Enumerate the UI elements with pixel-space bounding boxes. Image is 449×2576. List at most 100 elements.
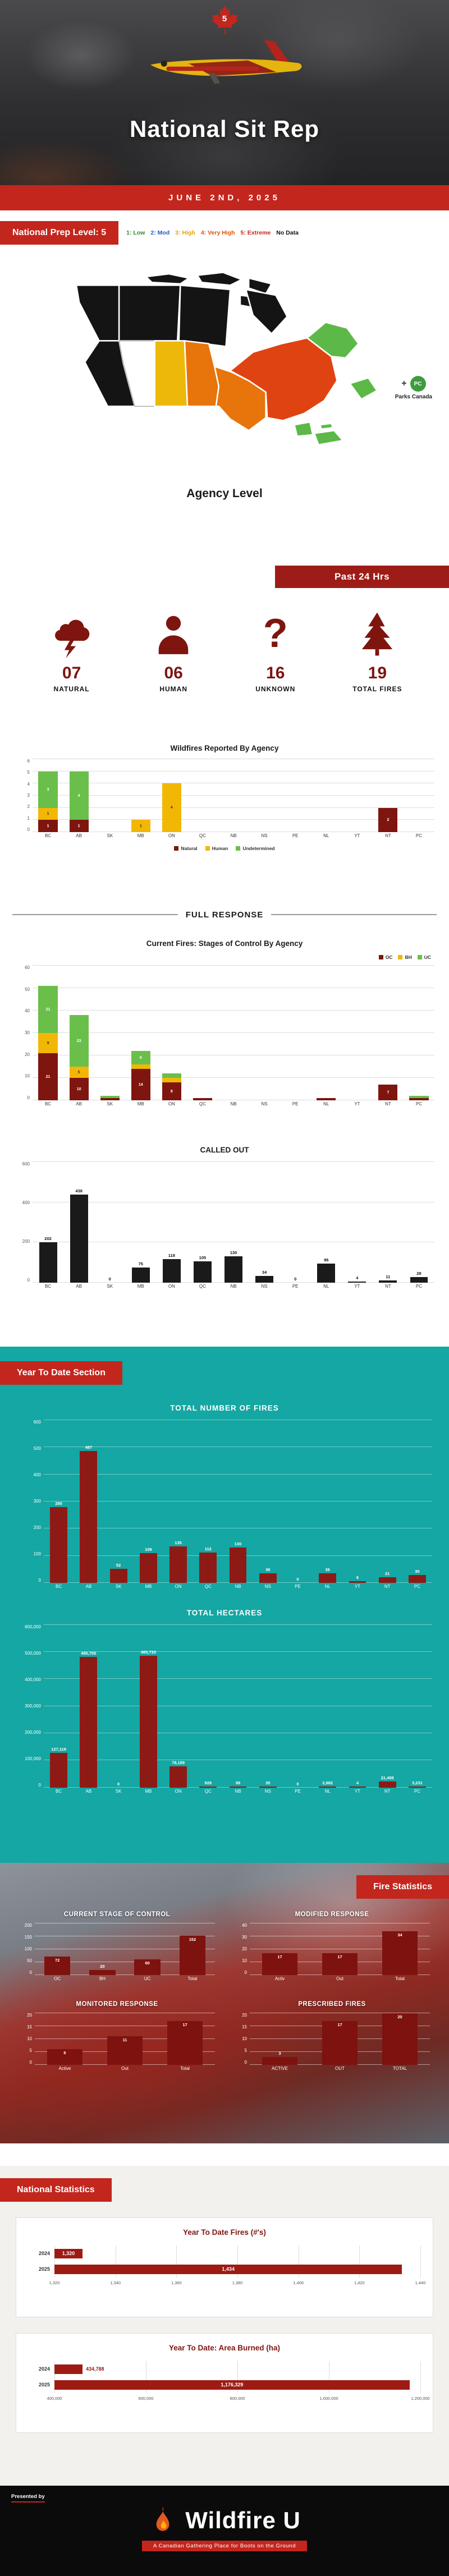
bar-column: 4 [156, 759, 187, 832]
stat-value: 16 [266, 664, 285, 682]
axis-tick: 0 [38, 1578, 41, 1583]
axis-label: NB [230, 833, 237, 838]
bar-segment: 1 [38, 820, 58, 832]
axis-label: QC [199, 1101, 206, 1106]
stages-of-control-chart: 60 50 40 30 20 10 0 21 9 21 23 5 10 6 14 8 7 BC AB SK MB ON QC… [15, 954, 434, 1107]
bar-column [280, 966, 311, 1100]
bar-value-label: 17 [277, 1954, 282, 1959]
chart-legend: OC BH UC [378, 954, 431, 960]
axis-tick: 0 [38, 1782, 41, 1788]
parks-canada-marker: + PC Parks Canada [395, 376, 432, 400]
axis-tick: 100 [33, 1551, 41, 1556]
bar-column: 0 [280, 1162, 311, 1283]
bar-columns: 21 9 21 23 5 10 6 14 8 7 [33, 966, 434, 1100]
bar-value-label: 112 [204, 1546, 212, 1551]
stat-human: 06 HUMAN [129, 607, 218, 693]
bar [348, 1282, 366, 1283]
axis-label: NT [385, 1101, 391, 1106]
bar-track: 1,320 [54, 2245, 421, 2262]
stat-label: UNKNOWN [255, 685, 296, 693]
bar-value-label: 96 [324, 1257, 329, 1262]
bar-segment [409, 1098, 429, 1100]
bar-column: 36 [253, 1420, 283, 1583]
bar-column: 130 [218, 1162, 249, 1283]
axis-label: 2024 [38, 2251, 50, 2256]
presented-by-label: Presented by [11, 2494, 45, 2502]
bar-value-label: 109 [145, 1547, 152, 1553]
national-statistics-section: National Statistics Year To Date Fires (… [0, 2166, 449, 2486]
gridline [359, 2245, 360, 2262]
axis-label: OUT [335, 2065, 345, 2071]
x-axis: Active Out Total [35, 2065, 215, 2072]
axis-label: YT [354, 1284, 360, 1289]
bar-segment: 3 [38, 771, 58, 808]
bar [162, 1259, 181, 1283]
stat-value: 19 [368, 664, 387, 682]
bar-column: 96 [311, 1162, 342, 1283]
chart-modified-response: MODIFIED RESPONSE 40 30 20 10 0 17 17 34 Activ Ou… [234, 1911, 430, 1982]
bar-value-label: 0 [296, 1577, 299, 1582]
bar-column: 34 [370, 1923, 430, 1975]
prep-level-leaf-badge: 5 [208, 4, 241, 37]
y-axis: 40 30 20 10 0 [234, 1923, 250, 1975]
bar-columns: 6 11 17 [35, 2013, 215, 2065]
legend-swatch [378, 955, 383, 959]
bar-columns: 280 487 52 109 135 112 130 36 0 36 6 21 30 [44, 1420, 432, 1583]
bar-value-label: 280 [55, 1500, 62, 1506]
axis-label: SK [107, 833, 113, 838]
bar-value-label: 118 [168, 1252, 175, 1258]
legend-label: Natural [181, 845, 198, 851]
bar-column: 2 [373, 759, 404, 832]
x-axis: BC AB SK MB ON QC NB NS PE NL YT NT PC [33, 1100, 434, 1107]
bar [408, 1574, 426, 1583]
past-24-stats: 07 NATURAL 06 HUMAN ? 16 UNKNOWN 19 TOTA… [0, 598, 449, 735]
waterbomber-plane-image [132, 31, 317, 96]
chart-title: MONITORED RESPONSE [76, 2000, 158, 2008]
axis-label: NB [230, 1101, 237, 1106]
axis-label: QC [204, 1788, 212, 1794]
bar [379, 1280, 397, 1283]
bar-column: 99 [223, 1625, 253, 1788]
bar-column [404, 759, 434, 832]
brand-tagline: A Canadian Gathering Place for Boots on … [142, 2541, 307, 2551]
bar [169, 1766, 187, 1788]
ytd-fires-chart: 600 500 400 300 200 100 0 280 487 52 109 135 112 130 3… [17, 1420, 432, 1590]
gridline [420, 2261, 421, 2277]
axis-label: ON [175, 1788, 182, 1794]
axis-label: YT [354, 1788, 361, 1794]
ytd-fires-compare-chart: 2024 1,320 2025 1,434 1,320 1,340 1,360 1,380 1,… [29, 2245, 426, 2287]
legend-item-low: 1: Low [126, 229, 145, 236]
y-axis: 200 150 100 50 0 [19, 1923, 35, 1975]
bar-column: 35 [253, 1625, 283, 1788]
bar [349, 1786, 366, 1788]
axis-label: BC [56, 1788, 62, 1794]
chart-body: 600 400 200 0 202 438 0 75 118 105 130 34 0 96 4 11 28 BC… [15, 1161, 434, 1289]
bar-column: 75 [125, 1162, 156, 1283]
x-axis-row: 1,320 1,340 1,360 1,380 1,400 1,420 1,440 [29, 2280, 426, 2287]
axis-label: YT [354, 833, 360, 838]
axis-label: Activ [274, 1976, 285, 1981]
chart-body: 6 5 4 3 2 1 0 3 1 1 4 1 1 4 2 BC AB SK MB ON QC NB NS PE NL YT NT P… [15, 759, 434, 839]
plot-area-wrap: 280 487 52 109 135 112 130 36 0 36 6 21 30 BC AB SK MB ON… [44, 1420, 432, 1590]
bar-column [342, 759, 373, 832]
axis-tick: 1,200,000 [411, 2396, 430, 2401]
axis-tick: 50 [25, 986, 30, 992]
axis-label: 2024 [38, 2366, 50, 2372]
bar-column [218, 759, 249, 832]
bar-value-label: 21 [385, 1571, 390, 1576]
y-axis: 20 15 10 5 0 [19, 2013, 35, 2065]
legend-swatch [398, 955, 403, 959]
bar: 1,320 [54, 2248, 83, 2258]
bar-columns: 17 17 34 [250, 1923, 430, 1975]
axis-label: NL [323, 1284, 329, 1289]
bar-column: 438 [63, 1162, 94, 1283]
bar-value-label: 3,231 [412, 1780, 423, 1785]
axis-label: PE [292, 1284, 299, 1289]
bar-column [94, 966, 125, 1100]
bar-column: 6 [342, 1420, 372, 1583]
axis-label: BC [56, 1584, 62, 1589]
bar-column [249, 966, 280, 1100]
bar: 72 [44, 1956, 71, 1975]
bar-value-label: 75 [138, 1261, 143, 1267]
